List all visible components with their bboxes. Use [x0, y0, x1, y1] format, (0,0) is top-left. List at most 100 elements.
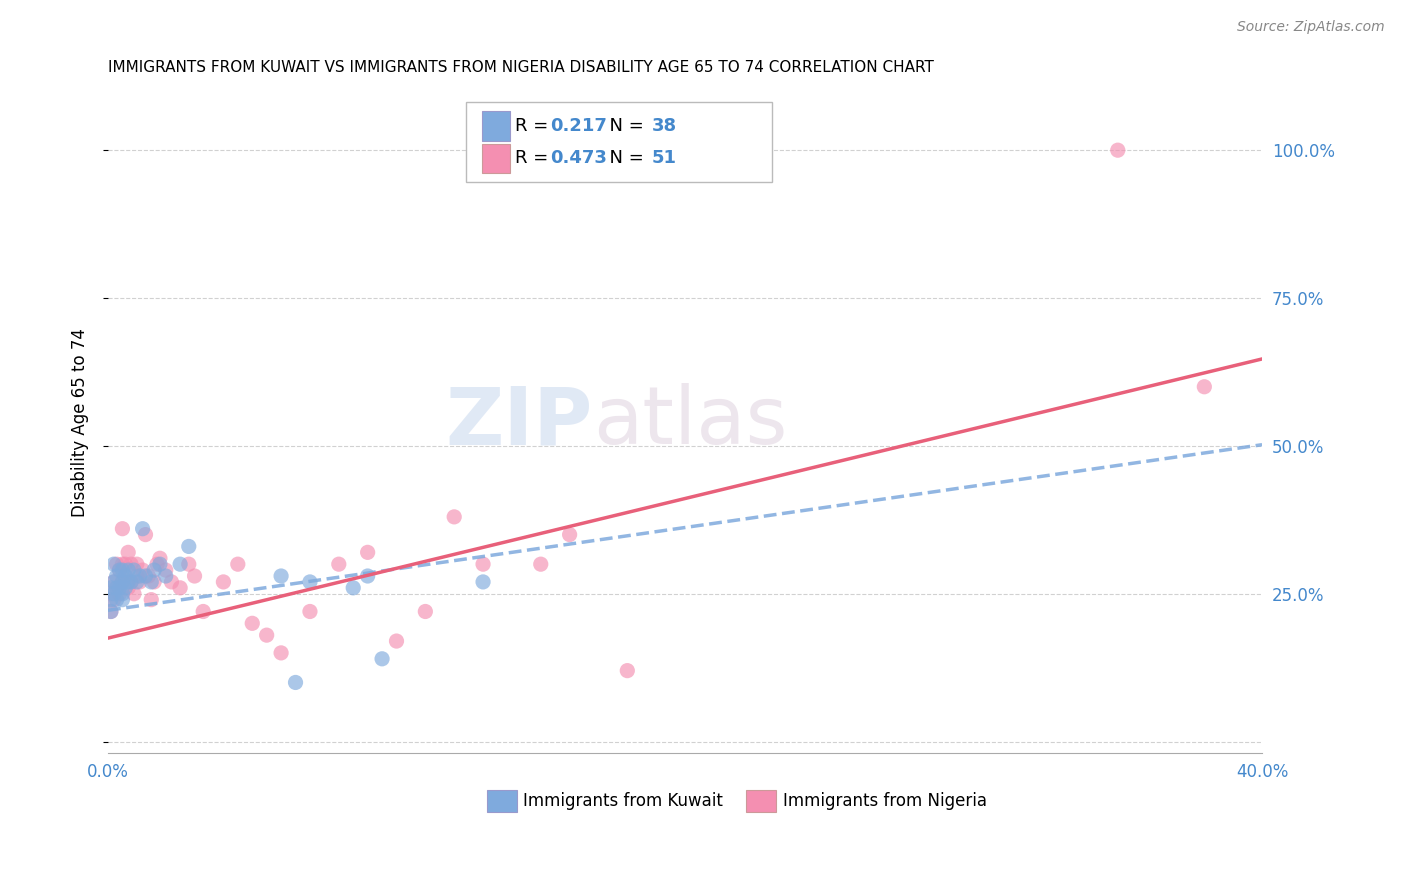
Point — [141, 574, 163, 589]
Point — [143, 563, 166, 577]
Point — [111, 574, 134, 589]
Point — [415, 605, 437, 619]
Point — [103, 574, 125, 589]
Point — [100, 581, 122, 595]
Point — [120, 574, 142, 589]
Point — [212, 574, 235, 589]
Point — [138, 569, 160, 583]
FancyBboxPatch shape — [482, 112, 509, 141]
Text: N =: N = — [599, 149, 650, 167]
Text: ZIP: ZIP — [446, 384, 593, 461]
Point — [108, 563, 131, 577]
Point — [155, 569, 177, 583]
Point — [131, 522, 153, 536]
Point — [284, 675, 307, 690]
Point — [472, 557, 495, 571]
Point — [558, 527, 581, 541]
Point — [100, 605, 122, 619]
Point — [114, 581, 136, 595]
Point — [114, 569, 136, 583]
Text: 0.473: 0.473 — [550, 149, 607, 167]
Point — [108, 563, 131, 577]
Point — [356, 545, 378, 559]
Point — [100, 605, 122, 619]
Point — [125, 574, 148, 589]
Point — [169, 557, 191, 571]
Point — [193, 605, 215, 619]
Point — [105, 569, 128, 583]
Point — [328, 557, 350, 571]
Point — [100, 587, 122, 601]
Point — [143, 574, 166, 589]
Point — [114, 569, 136, 583]
Text: Immigrants from Kuwait: Immigrants from Kuwait — [523, 792, 723, 810]
Text: Source: ZipAtlas.com: Source: ZipAtlas.com — [1237, 20, 1385, 34]
Point — [342, 581, 364, 595]
Point — [155, 563, 177, 577]
Point — [128, 569, 150, 583]
Text: N =: N = — [599, 117, 650, 135]
Point — [226, 557, 249, 571]
Point — [160, 574, 183, 589]
Point — [356, 569, 378, 583]
Point — [385, 634, 408, 648]
Y-axis label: Disability Age 65 to 74: Disability Age 65 to 74 — [72, 327, 89, 516]
Point — [120, 574, 142, 589]
Point — [108, 587, 131, 601]
Point — [100, 592, 122, 607]
Point — [111, 587, 134, 601]
Point — [530, 557, 553, 571]
Text: 51: 51 — [651, 149, 676, 167]
Point — [122, 563, 145, 577]
Text: 38: 38 — [651, 117, 676, 135]
Point — [111, 592, 134, 607]
Point — [117, 545, 139, 559]
Text: 0.217: 0.217 — [550, 117, 607, 135]
Point — [114, 557, 136, 571]
Point — [111, 574, 134, 589]
Text: atlas: atlas — [593, 384, 787, 461]
Point — [371, 652, 394, 666]
Point — [256, 628, 278, 642]
Point — [122, 587, 145, 601]
FancyBboxPatch shape — [486, 789, 516, 813]
Point — [117, 574, 139, 589]
FancyBboxPatch shape — [465, 103, 772, 182]
Point — [134, 527, 156, 541]
Point — [169, 581, 191, 595]
Point — [103, 574, 125, 589]
Point — [443, 509, 465, 524]
Point — [149, 557, 172, 571]
Point — [111, 557, 134, 571]
Text: Immigrants from Nigeria: Immigrants from Nigeria — [783, 792, 987, 810]
Point — [298, 605, 321, 619]
Point — [117, 563, 139, 577]
Text: R =: R = — [516, 117, 554, 135]
Point — [105, 581, 128, 595]
Point — [125, 569, 148, 583]
Point — [105, 592, 128, 607]
Point — [141, 592, 163, 607]
FancyBboxPatch shape — [482, 144, 509, 173]
Text: IMMIGRANTS FROM KUWAIT VS IMMIGRANTS FROM NIGERIA DISABILITY AGE 65 TO 74 CORREL: IMMIGRANTS FROM KUWAIT VS IMMIGRANTS FRO… — [108, 60, 934, 75]
Point — [111, 563, 134, 577]
Point — [103, 557, 125, 571]
Point — [117, 581, 139, 595]
FancyBboxPatch shape — [747, 789, 776, 813]
Point — [298, 574, 321, 589]
Point — [103, 587, 125, 601]
Point — [149, 551, 172, 566]
Point — [183, 569, 205, 583]
Point — [177, 557, 200, 571]
Text: R =: R = — [516, 149, 554, 167]
Point — [240, 616, 263, 631]
Point — [128, 574, 150, 589]
Point — [616, 664, 638, 678]
Point — [270, 646, 292, 660]
Point — [103, 592, 125, 607]
Point — [146, 557, 169, 571]
Point — [472, 574, 495, 589]
Point — [125, 557, 148, 571]
Point — [120, 557, 142, 571]
Point — [111, 522, 134, 536]
